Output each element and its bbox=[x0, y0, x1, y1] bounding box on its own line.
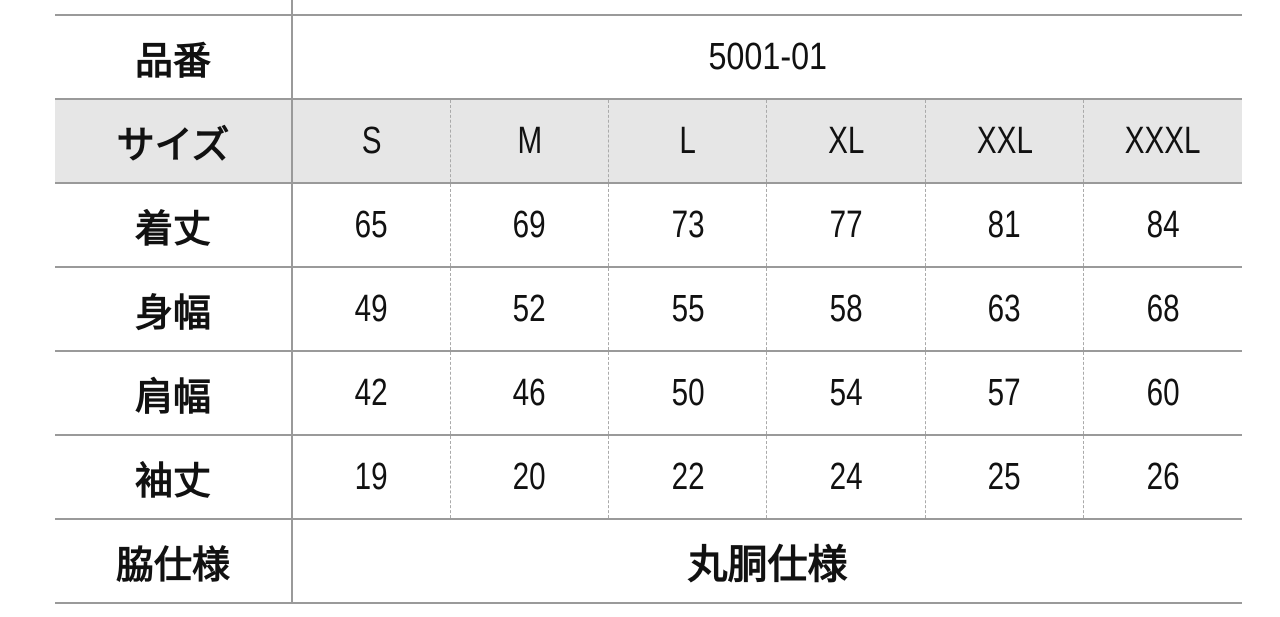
measurement-value: 55 bbox=[608, 266, 767, 352]
table-row-measurement: 着丈 65 69 73 77 81 84 bbox=[55, 182, 1242, 268]
table-row-partial bbox=[55, 0, 1242, 16]
measurement-value: 52 bbox=[449, 266, 609, 352]
table-row-product-code: 品番 5001-01 bbox=[55, 14, 1242, 100]
measurement-value: 24 bbox=[766, 434, 926, 520]
measurement-value: 60 bbox=[1083, 350, 1242, 436]
size-header: L bbox=[608, 98, 767, 184]
measurement-value: 19 bbox=[292, 434, 451, 520]
size-chart-table: 品番 5001-01 サイズ S M L XL XXL XXXL 着丈 65 69 7… bbox=[55, 0, 1242, 604]
table-row-measurement: 身幅 49 52 55 58 63 68 bbox=[55, 266, 1242, 352]
measurement-value: 81 bbox=[924, 182, 1084, 268]
measurement-value: 73 bbox=[608, 182, 767, 268]
measurement-value: 49 bbox=[292, 266, 451, 352]
measurement-value: 46 bbox=[449, 350, 609, 436]
size-header: XXXL bbox=[1083, 98, 1242, 184]
product-code-value: 5001-01 bbox=[292, 14, 1242, 100]
table-row-side-spec: 脇仕様 丸胴仕様 bbox=[55, 518, 1242, 604]
measurement-value: 26 bbox=[1083, 434, 1242, 520]
measurement-value: 57 bbox=[924, 350, 1084, 436]
side-spec-label: 脇仕様 bbox=[55, 518, 293, 604]
measurement-label: 袖丈 bbox=[55, 434, 293, 520]
size-header: S bbox=[292, 98, 451, 184]
table-row-sizes: サイズ S M L XL XXL XXXL bbox=[55, 98, 1242, 184]
measurement-value: 63 bbox=[924, 266, 1084, 352]
measurement-value: 77 bbox=[766, 182, 926, 268]
measurement-value: 22 bbox=[608, 434, 767, 520]
measurement-label: 肩幅 bbox=[55, 350, 293, 436]
table-row-measurement: 肩幅 42 46 50 54 57 60 bbox=[55, 350, 1242, 436]
size-label: サイズ bbox=[55, 98, 293, 184]
measurement-value: 65 bbox=[292, 182, 451, 268]
measurement-value: 69 bbox=[449, 182, 609, 268]
product-code-label: 品番 bbox=[55, 14, 293, 100]
measurement-value: 50 bbox=[608, 350, 767, 436]
measurement-label: 着丈 bbox=[55, 182, 293, 268]
side-spec-value: 丸胴仕様 bbox=[292, 518, 1242, 604]
measurement-value: 84 bbox=[1083, 182, 1242, 268]
measurement-value: 25 bbox=[924, 434, 1084, 520]
measurement-value: 20 bbox=[449, 434, 609, 520]
measurement-value: 58 bbox=[766, 266, 926, 352]
measurement-value: 42 bbox=[292, 350, 451, 436]
size-header: XL bbox=[766, 98, 926, 184]
measurement-value: 54 bbox=[766, 350, 926, 436]
measurement-label: 身幅 bbox=[55, 266, 293, 352]
size-header: M bbox=[449, 98, 609, 184]
table-row-measurement: 袖丈 19 20 22 24 25 26 bbox=[55, 434, 1242, 520]
size-header: XXL bbox=[924, 98, 1084, 184]
measurement-value: 68 bbox=[1083, 266, 1242, 352]
